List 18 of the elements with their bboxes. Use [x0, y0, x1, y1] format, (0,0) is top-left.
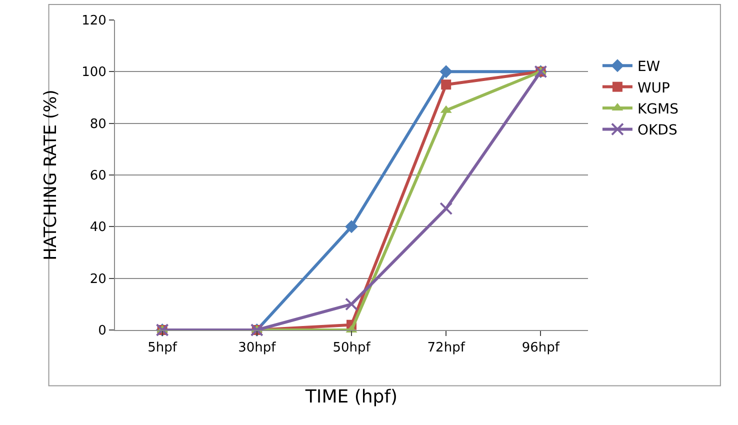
x-tick-label: 72hpf: [427, 340, 466, 356]
legend-label: KGMS: [637, 101, 679, 118]
x-axis-title: TIME (hpf): [304, 386, 398, 408]
y-tick-label: 80: [90, 116, 106, 132]
legend-label: OKDS: [637, 122, 678, 139]
x-tick-label: 50hpf: [332, 340, 371, 356]
x-tick-label: 30hpf: [238, 340, 276, 356]
y-tick-label: 40: [90, 220, 106, 236]
x-tick-label: 5hpf: [148, 340, 178, 356]
y-tick-label: 20: [90, 272, 106, 287]
x-tick-label: 96hpf: [522, 340, 560, 356]
y-tick-label: 120: [82, 14, 106, 29]
legend-label: EW: [637, 59, 660, 76]
y-tick-label: 100: [82, 65, 106, 80]
y-axis-title: HATCHING RATE (%): [41, 90, 62, 260]
y-tick-label: 0: [98, 324, 106, 339]
y-tick-label: 60: [90, 168, 106, 184]
legend-label: WUP: [637, 80, 670, 96]
